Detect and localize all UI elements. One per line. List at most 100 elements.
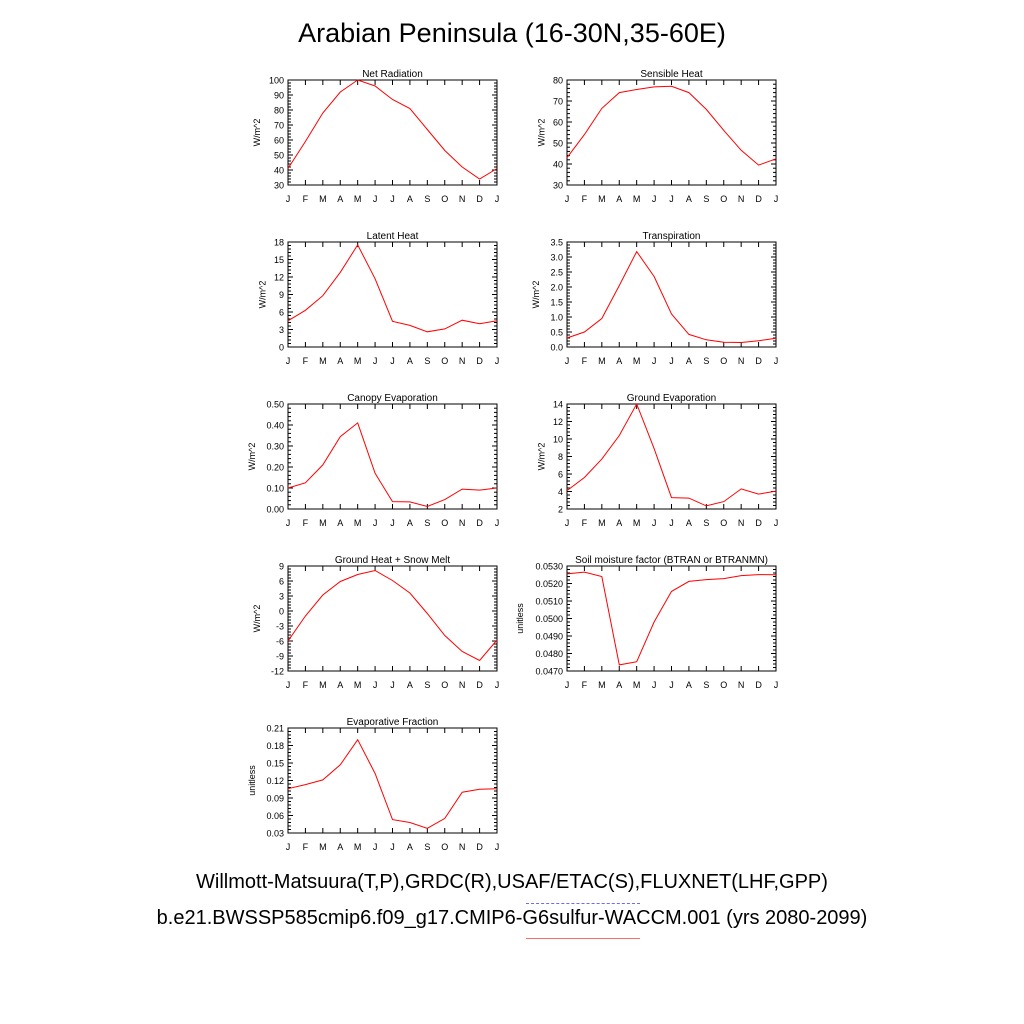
x-tick-label: S — [424, 842, 430, 852]
y-axis-label: W/m^2 — [531, 281, 541, 309]
x-tick-label: F — [303, 680, 309, 690]
x-tick-label: M — [354, 842, 362, 852]
series-line — [287, 243, 498, 333]
y-tick-label: 2.5 — [550, 268, 563, 278]
x-tick-label: J — [565, 194, 570, 204]
x-tick-label: M — [319, 356, 327, 366]
x-tick-label: M — [354, 194, 362, 204]
x-tick-label: M — [633, 194, 641, 204]
x-tick-label: O — [441, 518, 448, 528]
y-tick-label: 0.18 — [266, 741, 284, 751]
y-tick-label: 18 — [274, 238, 284, 248]
x-tick-label: F — [582, 518, 588, 528]
y-axis-label: W/m^2 — [536, 119, 546, 147]
plot-frame — [287, 241, 498, 348]
x-tick-label: S — [703, 518, 709, 528]
case-legend-line — [526, 938, 640, 939]
x-tick-label: S — [424, 356, 430, 366]
y-tick-label: 0.15 — [266, 759, 284, 769]
x-tick-label: J — [373, 356, 378, 366]
chart-title: Soil moisture factor (BTRAN or BTRANMN) — [575, 555, 768, 566]
plot-frame — [287, 565, 498, 672]
y-tick-label: 100 — [269, 76, 284, 86]
x-tick-label: D — [476, 842, 483, 852]
x-tick-label: J — [565, 680, 570, 690]
y-tick-label: 0.0480 — [535, 649, 563, 659]
x-tick-label: M — [354, 518, 362, 528]
x-tick-label: M — [633, 356, 641, 366]
x-tick-label: N — [459, 518, 466, 528]
y-tick-label: 12 — [274, 273, 284, 283]
y-tick-label: 15 — [274, 255, 284, 265]
x-tick-label: S — [424, 518, 430, 528]
y-tick-label: 3 — [279, 592, 284, 602]
y-tick-label: 6 — [279, 308, 284, 318]
x-tick-label: J — [390, 194, 395, 204]
x-tick-label: J — [495, 842, 500, 852]
y-tick-label: 4 — [558, 487, 563, 497]
x-tick-label: J — [390, 842, 395, 852]
x-tick-label: J — [390, 356, 395, 366]
x-tick-label: A — [337, 680, 343, 690]
x-tick-label: M — [598, 356, 606, 366]
x-tick-label: D — [755, 518, 762, 528]
chart-title: Canopy Evaporation — [347, 393, 438, 404]
y-tick-label: 3.0 — [550, 253, 563, 263]
y-tick-label: 10 — [553, 435, 563, 445]
x-tick-label: M — [319, 842, 327, 852]
y-tick-label: 0.0 — [550, 343, 563, 353]
y-tick-label: 50 — [553, 139, 563, 149]
x-tick-label: O — [720, 680, 727, 690]
x-tick-label: O — [720, 356, 727, 366]
x-tick-label: A — [407, 356, 413, 366]
x-tick-label: O — [441, 842, 448, 852]
x-tick-label: J — [286, 518, 291, 528]
x-tick-label: J — [652, 194, 657, 204]
plot-frame — [287, 403, 498, 510]
chart-title: Latent Heat — [367, 231, 419, 242]
series-line — [287, 79, 498, 180]
y-tick-label: 0.20 — [266, 463, 284, 473]
x-tick-label: J — [286, 680, 291, 690]
x-tick-label: D — [755, 356, 762, 366]
page-title: Arabian Peninsula (16-30N,35-60E) — [298, 18, 726, 48]
x-tick-label: J — [652, 356, 657, 366]
y-tick-label: 8 — [558, 452, 563, 462]
case-caption: b.e21.BWSSP585cmip6.f09_g17.CMIP6-G6sulf… — [156, 907, 868, 929]
y-tick-label: 0.50 — [266, 400, 284, 410]
x-tick-label: N — [459, 680, 466, 690]
x-tick-label: J — [495, 680, 500, 690]
x-tick-label: J — [774, 680, 779, 690]
y-tick-label: 0.0500 — [535, 614, 563, 624]
x-tick-label: O — [720, 518, 727, 528]
x-tick-label: A — [407, 680, 413, 690]
y-tick-label: 0 — [279, 607, 284, 617]
x-tick-label: A — [337, 194, 343, 204]
x-tick-label: A — [686, 680, 692, 690]
x-tick-label: J — [669, 680, 674, 690]
x-tick-label: O — [441, 194, 448, 204]
x-tick-label: S — [424, 680, 430, 690]
x-tick-label: S — [703, 356, 709, 366]
x-tick-label: D — [476, 680, 483, 690]
x-tick-label: F — [303, 842, 309, 852]
y-tick-label: 90 — [274, 91, 284, 101]
y-tick-label: -9 — [276, 652, 284, 662]
y-tick-label: 0.0510 — [535, 597, 563, 607]
series-line — [287, 422, 498, 508]
series-line — [287, 738, 498, 829]
x-tick-label: D — [755, 194, 762, 204]
y-tick-label: 0.10 — [266, 484, 284, 494]
x-tick-label: S — [424, 194, 430, 204]
plot-frame — [566, 79, 777, 186]
chart-title: Ground Heat + Snow Melt — [335, 555, 451, 566]
x-tick-label: F — [582, 356, 588, 366]
x-tick-label: A — [407, 194, 413, 204]
y-tick-label: 6 — [558, 470, 563, 480]
x-tick-label: J — [495, 518, 500, 528]
x-tick-label: N — [459, 842, 466, 852]
